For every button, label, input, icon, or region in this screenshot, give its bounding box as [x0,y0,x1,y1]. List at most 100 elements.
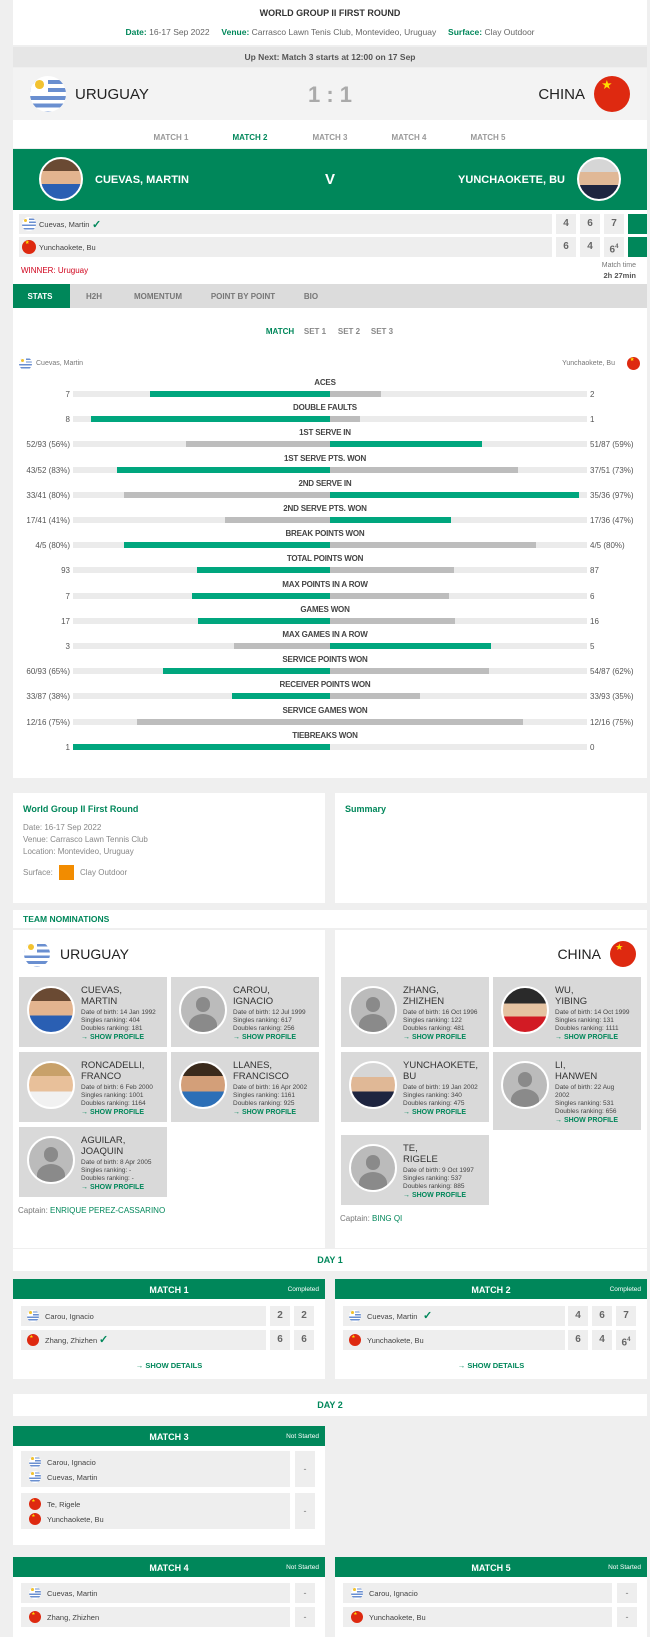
show-profile-link[interactable]: → SHOW PROFILE [403,1109,466,1116]
player-doubles: Doubles ranking: 481 [403,1025,465,1032]
player-card-llanes[interactable]: LLANES, FRANCISCO Date of birth: 16 Apr 2… [171,1052,319,1122]
stat-right-value: 0 [590,742,595,752]
tab-match-4[interactable]: MATCH 4 [391,133,427,142]
stat-right-value: 51/87 (59%) [590,440,634,450]
tab-match[interactable]: MATCH [265,327,295,336]
show-profile-link[interactable]: → SHOW PROFILE [403,1192,466,1199]
tab-set-3[interactable]: SET 3 [370,327,394,336]
match4-header: MATCH 4 Not Started [13,1557,325,1577]
show-profile-link[interactable]: → SHOW PROFILE [555,1117,618,1124]
player-name: CUEVAS, MARTIN [81,985,165,1007]
match1-show-details[interactable]: → SHOW DETAILS [135,1361,203,1370]
tab-stats[interactable]: STATS [27,292,53,301]
player-card-li[interactable]: LI, HANWEN Date of birth: 22 Aug 2002 Sin… [493,1052,641,1130]
player-doubles: Doubles ranking: 1164 [81,1100,146,1107]
stat-bar-right [330,617,455,624]
stat-track [73,743,587,750]
player-singles: Singles ranking: 1001 [81,1092,144,1099]
player-name: TE, RIGELE [403,1143,487,1165]
show-profile-link[interactable]: → SHOW PROFILE [81,1184,144,1191]
stat-right-value: 4/5 (80%) [590,541,625,551]
tab-set-1[interactable]: SET 1 [303,327,327,336]
show-profile-link[interactable]: → SHOW PROFILE [233,1034,296,1041]
tab-h2h[interactable]: H2H [85,292,102,301]
china-flag-icon [349,1334,361,1346]
stat-track [73,542,587,549]
match2-p2-set2: 4 [592,1330,612,1350]
away-captain-link[interactable]: BING QI [372,1214,403,1223]
stat-bar-left [124,542,330,549]
player-name-last: WU, [555,985,574,996]
tab-momentum[interactable]: MOMENTUM [134,292,182,301]
stat-left-value: 17 [61,616,70,626]
show-profile-link[interactable]: → SHOW PROFILE [555,1034,618,1041]
stat-right-value: 6 [590,591,595,601]
china-flag-icon [594,76,630,112]
home-captain-link[interactable]: ENRIQUE PEREZ-CASSARINO [50,1206,166,1215]
player-card-roncadelli[interactable]: RONCADELLI, FRANCO Date of birth: 6 Feb 2… [19,1052,167,1122]
player-avatar-cuevas [39,157,83,201]
china-flag-icon [22,240,36,254]
player-card-yunchaokete[interactable]: YUNCHAOKETE, BU Date of birth: 19 Jan 200… [341,1052,489,1122]
nominations-header [13,910,647,928]
player-dob-year: 2002 [555,1092,570,1099]
match2-header: MATCH 2 Completed [335,1279,647,1299]
player-photo [349,1061,397,1109]
player-card-wu[interactable]: WU, YIBING Date of birth: 14 Oct 1999 Sin… [493,977,641,1047]
stat-right-value: 1 [590,415,595,425]
player-name-first: RIGELE [403,1154,438,1165]
tab-set-2[interactable]: SET 2 [337,327,361,336]
tab-match-3[interactable]: MATCH 3 [312,133,348,142]
stat-bar-right [330,416,360,423]
score-row-p2-name: Yunchaokete, Bu [39,243,96,252]
match3-p3: Te, Rigele [47,1500,81,1509]
stat-left-value: 52/93 (56%) [26,440,70,450]
stat-bar-right [330,567,455,574]
stat-label: RECEIVER POINTS WON [279,680,371,690]
match4-p1: Cuevas, Martin [47,1589,98,1598]
player-card-zhang[interactable]: ZHANG, ZHIZHEN Date of birth: 16 Oct 1996… [341,977,489,1047]
score-row-p1-name: Cuevas, Martin [39,220,90,229]
player-photo-placeholder [501,1061,549,1109]
info-venue: Venue: Carrasco Lawn Tennis Club [23,835,148,844]
match2-show-details[interactable]: → SHOW DETAILS [457,1361,525,1370]
tab-point-by-point[interactable]: POINT BY POINT [210,292,276,301]
tab-match-2[interactable]: MATCH 2 [232,133,268,142]
stat-track [73,491,587,498]
surface-swatch [59,865,74,880]
stat-right-value: 54/87 (62%) [590,667,634,677]
player-photo-placeholder [27,1136,75,1184]
player-card-cuevas[interactable]: CUEVAS, MARTIN Date of birth: 14 Jan 1992… [19,977,167,1047]
match3-status: Not Started [286,1433,319,1440]
player-dob: Date of birth: 14 Oct 1999 [555,1009,630,1016]
player-name-first: HANWEN [555,1071,598,1082]
show-profile-link[interactable]: → SHOW PROFILE [403,1034,466,1041]
match2-status: Completed [609,1286,641,1293]
tab-match-5[interactable]: MATCH 5 [470,133,506,142]
player-card-aguilar[interactable]: AGUILAR, JOAQUIN Date of birth: 8 Apr 200… [19,1127,167,1197]
match2-p2: Yunchaokete, Bu [367,1336,424,1345]
match5-row1: Carou, Ignacio [343,1583,612,1603]
stat-left-value: 8 [65,415,70,425]
stat-left-value: 33/87 (38%) [26,692,70,702]
player-card-te[interactable]: TE, RIGELE Date of birth: 9 Oct 1997 Sing… [341,1135,489,1205]
uruguay-flag-icon [24,941,50,967]
tab-match-1[interactable]: MATCH 1 [153,133,189,142]
stat-track [73,592,587,599]
tie-score: 1 : 1 [307,82,353,107]
show-profile-link[interactable]: → SHOW PROFILE [81,1109,144,1116]
show-profile-link[interactable]: → SHOW PROFILE [81,1034,144,1041]
stat-bar-right [330,668,490,675]
stat-bar-left [150,391,330,397]
stat-bar-right [330,592,449,599]
tab-bio[interactable]: BIO [303,292,319,301]
player-photo-placeholder [349,986,397,1034]
player-dob: Date of birth: 16 Oct 1996 [403,1009,478,1016]
china-flag-icon [29,1498,41,1510]
info-date: Date: 16-17 Sep 2022 [23,823,102,832]
match2-row1: Cuevas, Martin ✓ [343,1306,565,1326]
show-profile-link[interactable]: → SHOW PROFILE [233,1109,296,1116]
player-photo-placeholder [349,1144,397,1192]
player-card-carou[interactable]: CAROU, IGNACIO Date of birth: 12 Jul 1999… [171,977,319,1047]
stat-tab-active-bg [13,284,70,308]
